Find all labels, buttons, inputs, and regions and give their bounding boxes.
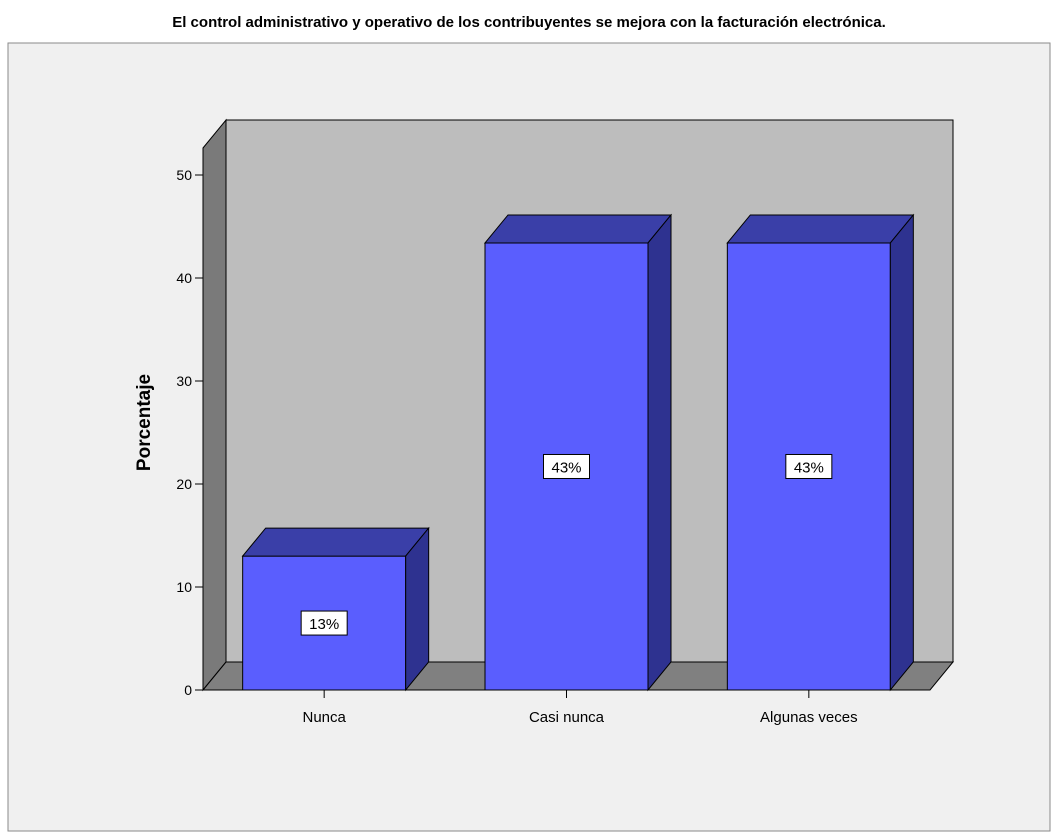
data-label: 43% — [794, 459, 824, 476]
data-label: 43% — [551, 459, 581, 476]
x-tick-label: Algunas veces — [760, 709, 858, 726]
bar-top — [726, 214, 915, 244]
data-label-box — [785, 453, 833, 479]
y-tick-label: 30 — [176, 373, 192, 389]
chart-title: El control administrativo y operativo de… — [172, 14, 886, 31]
y-tick-label: 50 — [176, 167, 192, 183]
y-tick-label: 0 — [184, 682, 192, 698]
bar-side — [647, 213, 672, 692]
y-tick-label: 20 — [176, 476, 192, 492]
bar-top — [241, 527, 430, 557]
y-axis-title: Porcentaje — [134, 374, 155, 471]
left-wall — [202, 118, 227, 692]
bar-top — [483, 214, 673, 244]
x-tick-label: Casi nunca — [529, 709, 605, 726]
y-tick-label: 10 — [176, 579, 192, 595]
data-label: 13% — [309, 616, 339, 633]
data-label-box — [300, 610, 348, 636]
bar-side — [405, 526, 430, 692]
data-label-box — [543, 453, 590, 479]
bar-side — [889, 213, 914, 692]
x-tick-label: Nunca — [302, 709, 346, 726]
y-tick-label: 40 — [176, 270, 192, 286]
